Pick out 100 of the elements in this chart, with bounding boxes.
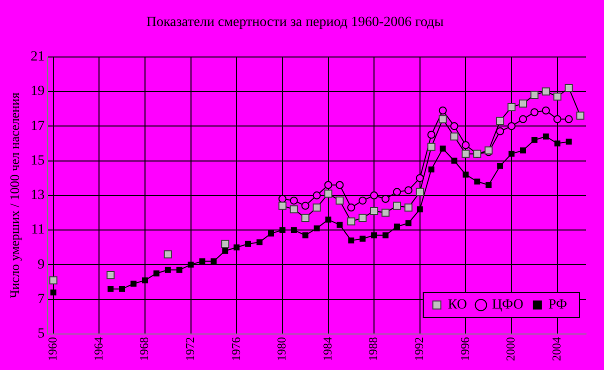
point	[347, 204, 356, 212]
point	[518, 100, 528, 108]
point	[508, 103, 516, 112]
point	[279, 227, 286, 234]
legend-label: ЦФО	[492, 298, 524, 313]
point	[336, 196, 344, 205]
point	[404, 203, 412, 212]
point	[404, 186, 412, 194]
y-tick-label: 5	[38, 326, 45, 342]
point	[312, 203, 321, 212]
x-tick-label: 1988	[366, 337, 380, 361]
point	[278, 194, 286, 203]
point	[440, 146, 446, 152]
point	[542, 134, 549, 140]
y-axis-title: Число умерших / 1000 чел населения	[7, 92, 22, 298]
point	[508, 150, 515, 157]
point	[324, 181, 332, 190]
point	[370, 206, 378, 216]
point	[301, 202, 310, 210]
point	[245, 240, 252, 247]
legend-label: КО	[448, 298, 467, 313]
point	[508, 122, 516, 130]
x-tick-label: 1968	[137, 337, 152, 361]
point	[256, 239, 262, 246]
point	[438, 106, 447, 115]
point	[486, 182, 492, 188]
point	[164, 266, 171, 273]
point	[450, 132, 458, 141]
point	[497, 162, 504, 169]
point	[336, 181, 344, 190]
point	[324, 190, 332, 198]
point	[153, 270, 160, 276]
x-tick-label: 1964	[91, 337, 106, 361]
point	[553, 92, 562, 101]
point	[108, 286, 114, 292]
legend-label: РФ	[548, 298, 567, 313]
point	[462, 141, 470, 150]
point	[50, 289, 56, 296]
point	[370, 191, 378, 200]
point	[358, 196, 367, 205]
point	[130, 280, 136, 287]
point	[405, 220, 412, 226]
point	[302, 232, 308, 238]
y-tick-label: 9	[38, 257, 45, 272]
point	[314, 225, 320, 232]
point	[360, 236, 366, 242]
y-tick-label: 19	[30, 84, 45, 100]
point	[530, 108, 538, 116]
x-tick-label: 1984	[320, 337, 334, 361]
point	[392, 202, 402, 210]
x-tick-label: 1972	[182, 337, 197, 361]
point	[210, 258, 217, 264]
point	[347, 217, 356, 226]
y-tick-label: 21	[30, 49, 45, 64]
point	[462, 150, 470, 158]
point	[394, 224, 400, 230]
point	[142, 277, 148, 284]
point	[474, 178, 480, 185]
x-tick-label: 1996	[458, 337, 472, 361]
point	[382, 194, 390, 203]
point	[427, 130, 436, 139]
point	[428, 166, 434, 172]
point	[268, 230, 274, 236]
x-tick-label: 1960	[45, 337, 60, 361]
point	[496, 127, 504, 136]
point	[312, 191, 321, 200]
x-tick-label: 2000	[504, 337, 518, 361]
y-tick-label: 11	[31, 222, 45, 238]
point	[542, 87, 550, 96]
point	[358, 214, 367, 222]
point	[531, 136, 538, 143]
point	[542, 106, 550, 115]
point	[106, 271, 115, 280]
x-tick-label: 1980	[274, 337, 289, 361]
point	[381, 208, 390, 217]
point	[450, 122, 458, 130]
point	[221, 240, 230, 248]
point	[222, 248, 228, 254]
point	[554, 140, 560, 146]
point	[438, 115, 447, 124]
point	[164, 250, 172, 258]
point	[278, 202, 286, 210]
point	[427, 142, 436, 151]
point	[119, 286, 126, 292]
point	[49, 276, 58, 284]
point	[382, 232, 389, 238]
point	[530, 90, 538, 99]
x-tick-label: 1976	[228, 337, 243, 361]
point	[234, 244, 240, 250]
chart-title: Показатели смертности за период 1960-2006 годы	[146, 15, 444, 30]
point	[290, 196, 298, 205]
point	[553, 115, 562, 124]
point	[348, 237, 354, 244]
point	[518, 115, 527, 124]
point	[371, 232, 378, 238]
y-tick-label: 7	[38, 292, 45, 308]
y-tick-label: 15	[30, 153, 45, 168]
point	[290, 227, 297, 234]
point	[188, 262, 194, 268]
point	[564, 84, 573, 92]
